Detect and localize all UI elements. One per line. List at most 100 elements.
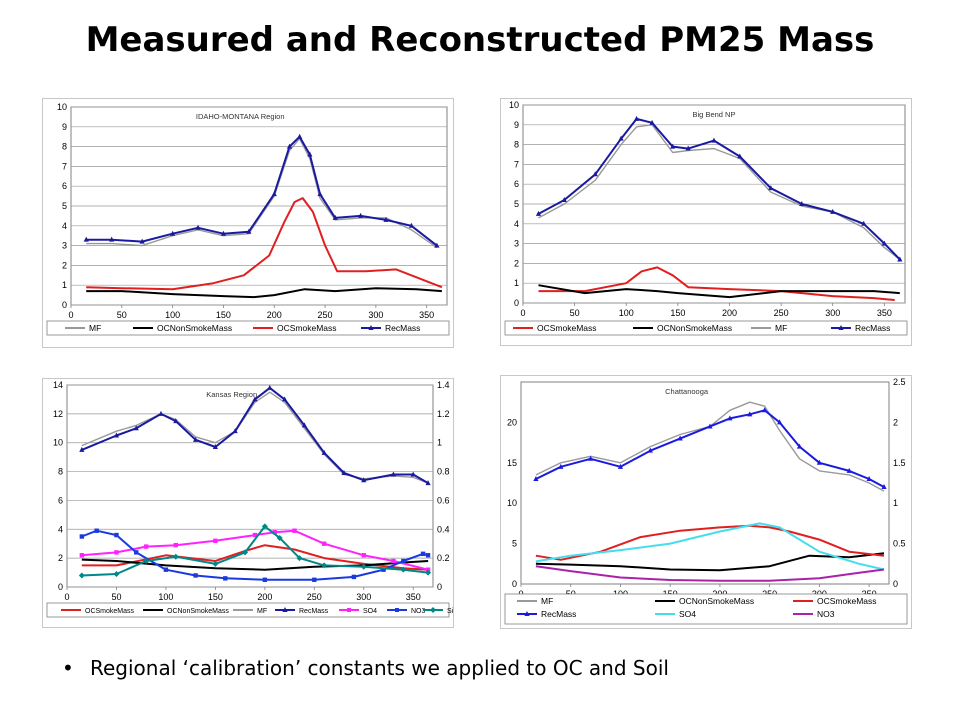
y-tick-label: 5: [514, 199, 519, 209]
data-point-recmass: [558, 463, 564, 469]
data-point-recmass: [737, 153, 743, 159]
y-tick-label: 4: [58, 524, 63, 534]
x-tick-label: 250: [318, 310, 333, 320]
data-point-no3: [94, 528, 99, 533]
data-point-recmass: [133, 425, 139, 431]
chart-panel-big-bend: 0 1 2 3 4 5 6 7 8 9 10 0 50 100 150 200 250 300 350 Big Ben…: [500, 98, 912, 346]
y2-tick-label: 1.4: [437, 380, 450, 390]
chart-panel-kansas: 0 2 4 6 8 10 12 14 0 0.2 0.4 0.6 0.8 1 1.2 1.4 0 50 100 150…: [42, 378, 454, 628]
y-tick-label: 2: [514, 258, 519, 268]
data-point-si: [261, 523, 268, 530]
y-tick-label: 4: [62, 221, 67, 231]
data-point-recmass: [617, 463, 624, 469]
legend-marker-recmass: [368, 325, 374, 330]
data-point-si: [242, 549, 249, 556]
data-point-so4: [391, 558, 396, 564]
series-line-mf: [535, 401, 885, 492]
data-point-recmass: [321, 449, 327, 455]
data-point-recmass: [252, 396, 258, 402]
bullet-point: • Regional ‘calibration’ constants we app…: [62, 656, 669, 680]
data-point-recmass: [246, 228, 252, 234]
y-tick-label: 2: [62, 260, 67, 270]
y-tick-label: 3: [514, 239, 519, 249]
legend-label-mf: MF: [89, 323, 101, 333]
data-point-no3: [79, 534, 85, 539]
data-point-recmass: [768, 185, 774, 191]
data-point-no3: [401, 558, 406, 564]
data-point-recmass: [212, 444, 218, 450]
data-point-recmass: [776, 419, 783, 425]
data-point-so4: [173, 542, 179, 548]
y2-tick-label: 2: [893, 417, 898, 427]
data-point-so4: [252, 532, 258, 538]
data-point-recmass: [341, 470, 347, 476]
y-tick-label: 12: [53, 409, 63, 419]
data-point-recmass: [358, 212, 364, 218]
legend-marker-si: [430, 607, 436, 613]
y2-tick-label: 0.5: [893, 539, 906, 549]
legend-marker-no3: [395, 608, 399, 612]
y-tick-label: 0: [512, 579, 517, 589]
chart-panel-idaho-montana: 0 1 2 3 4 5 6 7 8 9 10 0 50 100 150 200 250 300 350 IDAHO-M…: [42, 98, 454, 348]
y-tick-label: 4: [514, 219, 519, 229]
data-point-so4: [143, 544, 149, 549]
legend-box: [46, 320, 450, 336]
series-line-so4: [535, 522, 885, 571]
data-point-no3: [163, 567, 169, 572]
data-point-recmass: [297, 133, 303, 139]
legend-label-ocsmokemass: OCSmokeMass: [537, 323, 597, 333]
data-point-recmass: [79, 446, 85, 452]
y2-tick-label: 1: [893, 498, 898, 508]
data-point-recmass: [727, 415, 733, 421]
y-tick-label: 8: [58, 467, 63, 477]
data-point-recmass: [533, 475, 539, 481]
data-point-recmass: [390, 471, 397, 477]
data-point-recmass: [799, 201, 805, 206]
legend-label-ocsmokemass: OCSmokeMass: [817, 596, 877, 606]
x-tick-label: 0: [68, 310, 73, 320]
x-tick-label: 150: [670, 308, 685, 318]
data-point-recmass: [332, 214, 338, 220]
series-line-ocnonsmokemass: [86, 287, 442, 299]
data-point-recmass: [192, 436, 199, 442]
data-point-recmass: [707, 423, 713, 429]
data-point-si: [360, 563, 367, 570]
data-point-recmass: [846, 467, 852, 473]
y-tick-label: 7: [62, 161, 67, 171]
y-tick-label: 6: [62, 181, 67, 191]
legend-box: [504, 593, 908, 625]
y-tick-label: 0: [514, 298, 519, 308]
y-tick-label: 5: [512, 539, 517, 549]
data-point-si: [172, 553, 179, 560]
legend-label-ocnonsmokemass: OCNonSmokeMass: [157, 323, 232, 333]
data-point-recmass: [866, 475, 872, 481]
data-point-recmass: [881, 240, 887, 246]
legend-label-recmass: RecMass: [855, 323, 890, 333]
legend-label-no3: NO3: [817, 609, 835, 619]
data-point-recmass: [232, 428, 238, 434]
data-point-no3: [134, 550, 139, 555]
y2-tick-label: 0: [893, 579, 898, 589]
data-point-si: [400, 566, 407, 573]
chart-title: IDAHO-MONTANA Region: [196, 112, 285, 121]
x-tick-label: 350: [419, 310, 434, 320]
data-point-recmass: [158, 410, 164, 416]
y-tick-label: 10: [507, 498, 517, 508]
y-tick-label: 7: [514, 159, 519, 169]
data-point-so4: [292, 528, 297, 533]
y-tick-label: 14: [53, 380, 63, 390]
data-point-recmass: [816, 459, 822, 465]
x-tick-label: 200: [257, 592, 272, 602]
data-point-recmass: [588, 455, 594, 461]
data-point-recmass: [592, 171, 598, 177]
legend-label-ocnonsmokemass: OCNonSmokeMass: [657, 323, 732, 333]
y-tick-label: 20: [507, 417, 517, 427]
y-tick-label: 10: [53, 438, 63, 448]
series-line-no3: [535, 565, 885, 582]
data-point-recmass: [220, 230, 227, 236]
data-point-recmass: [410, 471, 416, 477]
x-tick-label: 50: [117, 310, 127, 320]
slide-title: Measured and Reconstructed PM25 Mass: [85, 20, 875, 60]
y-tick-label: 6: [514, 179, 519, 189]
